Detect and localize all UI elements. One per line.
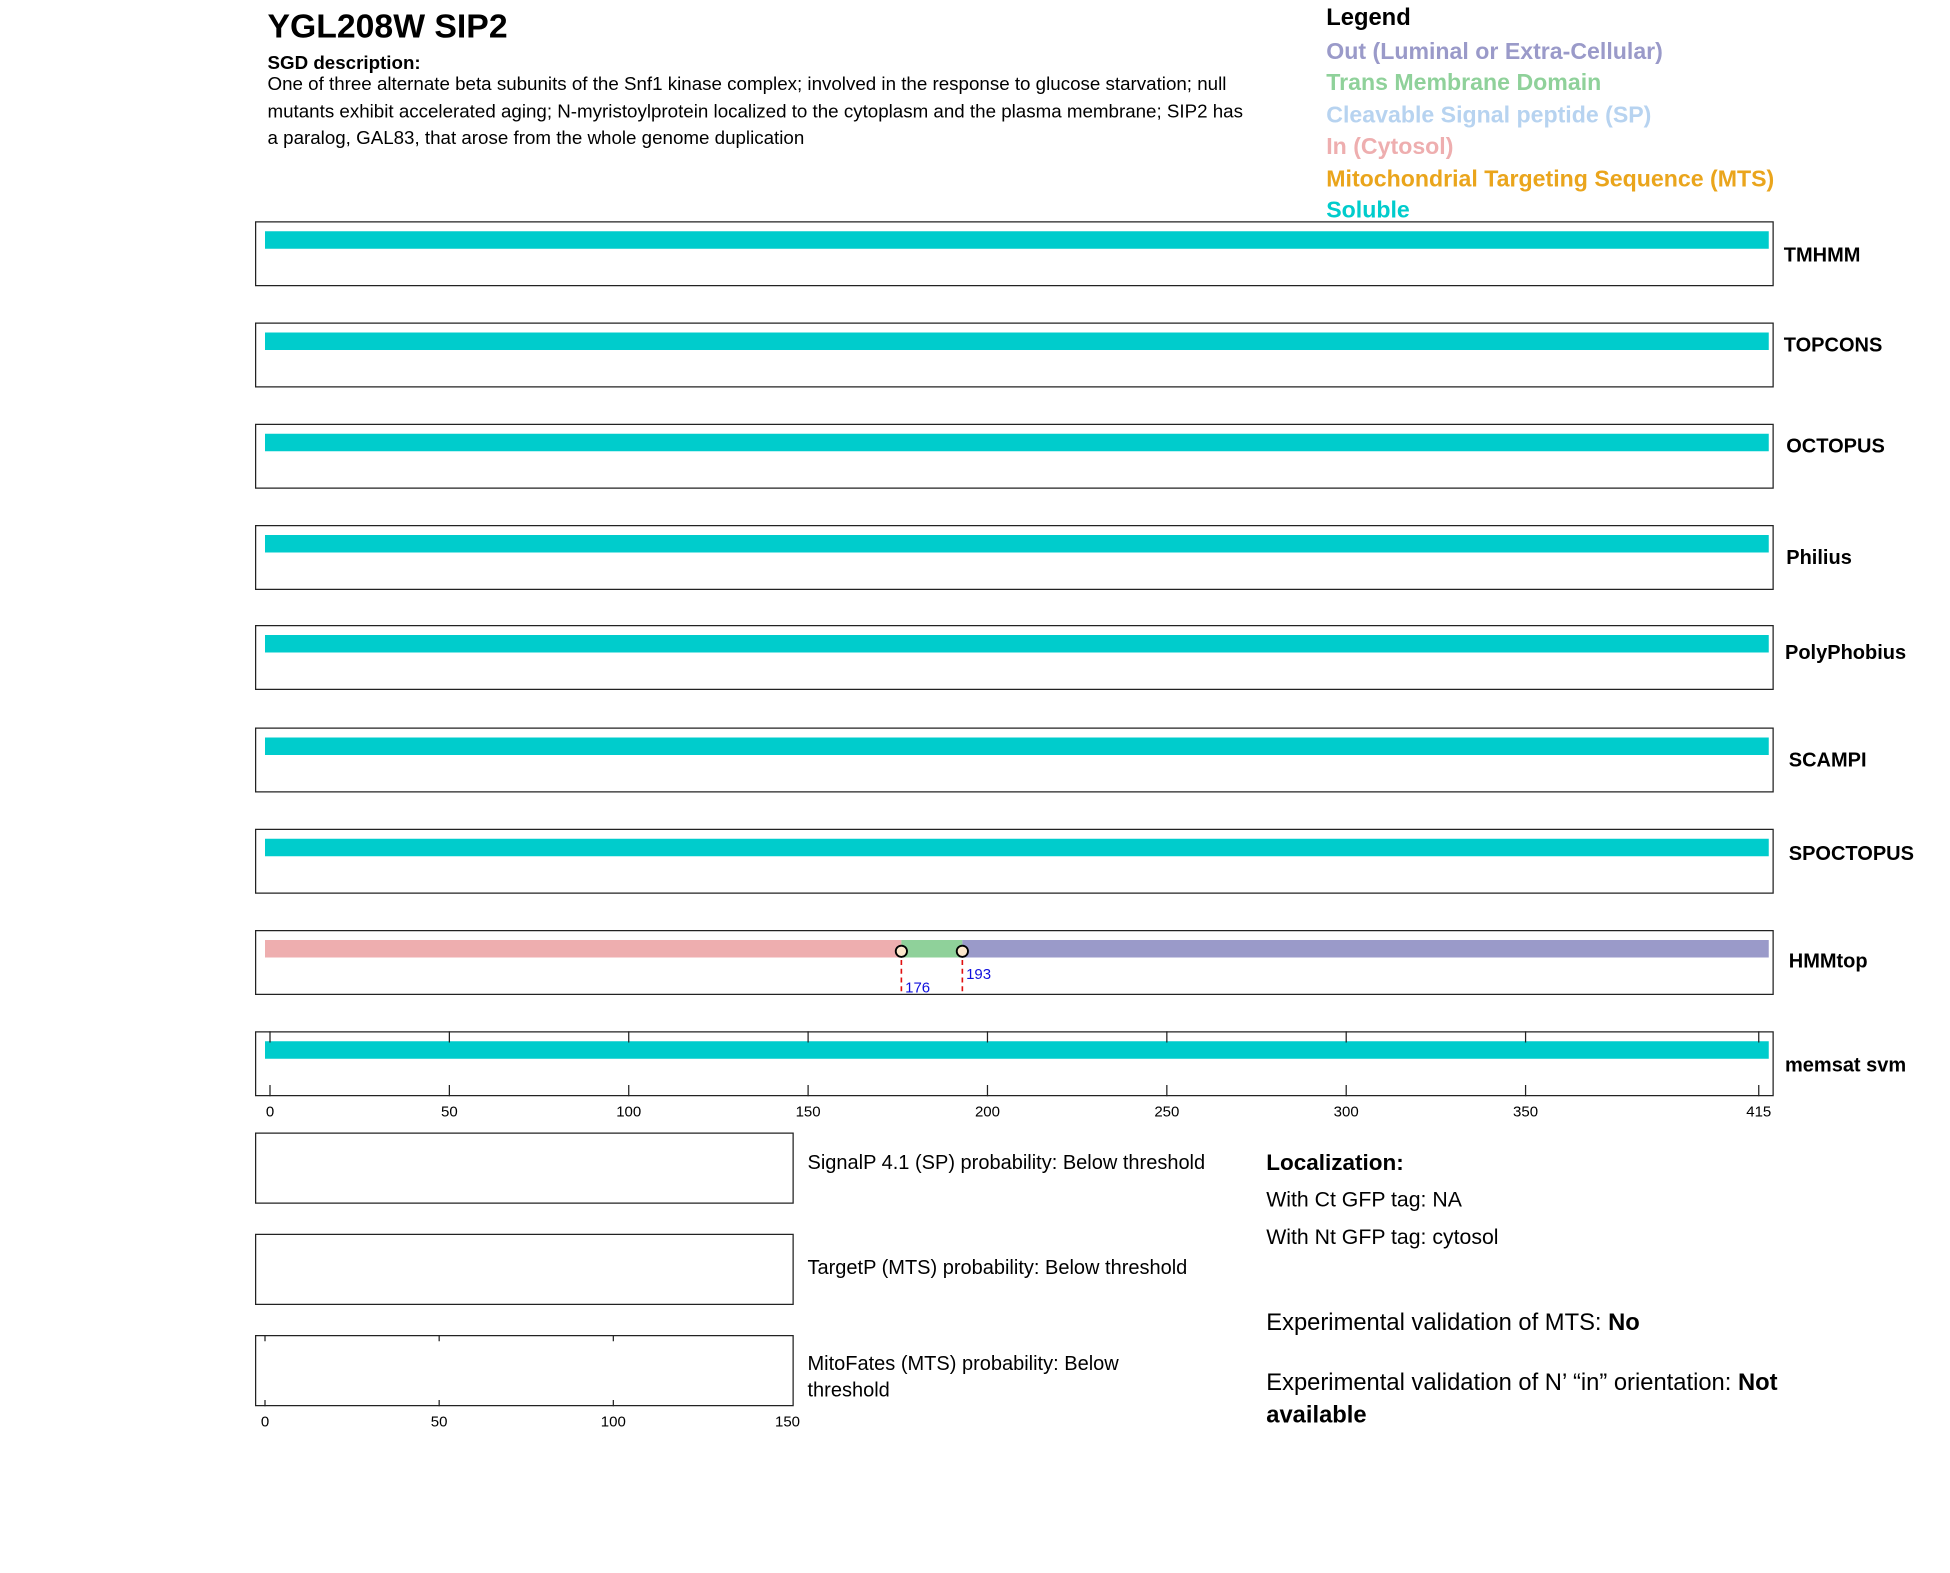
mitofates-text-2: threshold — [807, 1380, 890, 1402]
signalp-plot — [255, 1132, 794, 1204]
localization-heading: Localization: — [1266, 1150, 1404, 1175]
axis-tick-label: 150 — [795, 1102, 821, 1121]
segment-in — [265, 940, 902, 958]
signalp-text: SignalP 4.1 (SP) probability: Below thre… — [807, 1152, 1206, 1174]
small-axis-tick-label: 150 — [774, 1412, 801, 1431]
mitofates-plot — [255, 1335, 794, 1407]
segment-soluble — [265, 737, 1769, 755]
track-label: TMHMM — [1783, 245, 1861, 267]
targetp-text: TargetP (MTS) probability: Below thresho… — [807, 1257, 1188, 1279]
segment-soluble — [265, 231, 1769, 249]
legend-item-tm: Trans Membrane Domain — [1326, 68, 1602, 95]
boundary-marker — [955, 944, 969, 958]
track-label: memsat svm — [1785, 1055, 1907, 1077]
segment-soluble — [265, 332, 1769, 350]
targetp-plot — [255, 1233, 794, 1305]
axis-tick-label: 300 — [1333, 1102, 1359, 1121]
sgd-heading: SGD description: — [267, 52, 421, 74]
orientation-validation-value-2: available — [1266, 1402, 1367, 1429]
legend-title: Legend — [1326, 5, 1411, 32]
legend-item-in: In (Cytosol) — [1326, 132, 1454, 159]
segment-soluble — [265, 635, 1769, 653]
sgd-description: One of three alternate beta subunits of … — [267, 73, 1243, 149]
legend-item-sp: Cleavable Signal peptide (SP) — [1326, 101, 1652, 128]
segment-soluble — [265, 535, 1769, 553]
segment-soluble — [265, 838, 1769, 857]
axis-tick-label: 100 — [616, 1102, 642, 1121]
segment-soluble — [265, 433, 1769, 452]
nt-gfp: With Nt GFP tag: cytosol — [1266, 1225, 1499, 1249]
track-label: SCAMPI — [1788, 750, 1867, 772]
page-title: YGL208W SIP2 — [267, 7, 508, 46]
orientation-validation-value-1: Not — [1737, 1370, 1778, 1397]
segment-soluble — [265, 1041, 1769, 1059]
track-label: Philius — [1786, 547, 1852, 569]
axis-tick-label: 415 — [1746, 1102, 1772, 1121]
boundary-label: 176 — [905, 980, 930, 997]
mts-validation: Experimental validation of MTS: No — [1266, 1310, 1640, 1338]
axis-tick-label: 250 — [1154, 1102, 1180, 1121]
orientation-validation-label: Experimental validation of N’ “in” orien… — [1266, 1370, 1738, 1397]
axis-tick-label: 0 — [265, 1102, 275, 1121]
small-axis-tick-label: 50 — [430, 1412, 448, 1431]
segment-out — [962, 940, 1769, 958]
small-axis-tick-label: 0 — [260, 1412, 270, 1431]
track-label: PolyPhobius — [1785, 642, 1907, 664]
mitofates-text-1: MitoFates (MTS) probability: Below — [807, 1353, 1119, 1375]
ct-gfp: With Ct GFP tag: NA — [1266, 1187, 1462, 1212]
track-label: OCTOPUS — [1786, 436, 1885, 458]
axis-tick-label: 200 — [974, 1102, 1000, 1121]
legend-item-soluble: Soluble — [1326, 196, 1410, 223]
segment-tm — [901, 940, 963, 958]
mts-validation-label: Experimental validation of MTS: — [1266, 1310, 1609, 1337]
track-label: SPOCTOPUS — [1788, 843, 1914, 865]
legend-item-out: Out (Luminal or Extra-Cellular) — [1326, 37, 1663, 64]
track-label: HMMtop — [1788, 951, 1868, 973]
mts-validation-value: No — [1608, 1310, 1640, 1337]
axis-tick-label: 50 — [441, 1102, 458, 1121]
small-axis-tick-label: 100 — [600, 1412, 626, 1431]
orientation-validation: Experimental validation of N’ “in” orien… — [1266, 1370, 1777, 1398]
legend-item-mts: Mitochondrial Targeting Sequence (MTS) — [1326, 165, 1775, 192]
boundary-label: 193 — [966, 966, 991, 983]
track-label: TOPCONS — [1783, 335, 1883, 357]
boundary-marker — [894, 944, 908, 958]
axis-tick-label: 350 — [1513, 1102, 1539, 1121]
